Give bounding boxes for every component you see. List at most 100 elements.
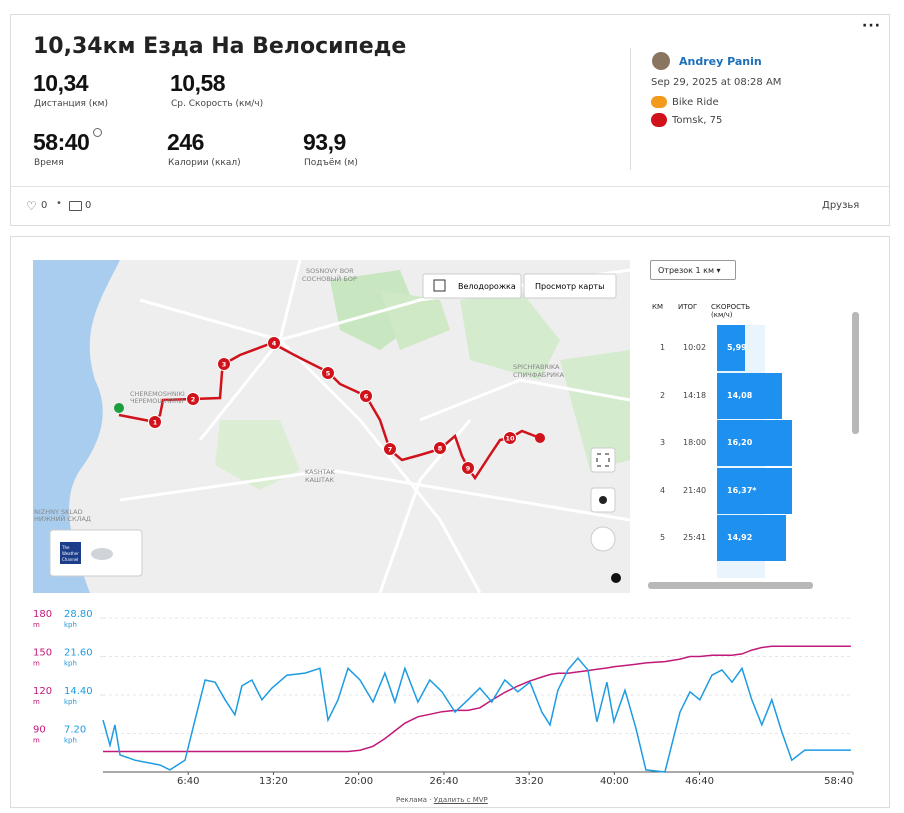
route-marker xyxy=(217,357,231,371)
weather-text: The xyxy=(61,545,70,550)
split-total: 25:41 xyxy=(683,533,707,542)
x-tick-label: 46:40 xyxy=(685,776,714,787)
column-header: СКОРОСТЬ (км/ч) xyxy=(711,303,751,319)
route-marker xyxy=(503,431,517,445)
start-marker xyxy=(114,403,124,413)
route-marker-label: 7 xyxy=(388,446,393,454)
date: Sep 29, 2025 at 08:28 AM xyxy=(651,77,782,88)
y2-unit-label: kph xyxy=(64,621,77,629)
route-marker-label: 8 xyxy=(438,445,443,453)
activity-title: 10,34км Езда На Велосипеде xyxy=(33,34,407,59)
split-total: 14:18 xyxy=(683,390,707,400)
weather-text: Weather xyxy=(62,551,79,556)
park xyxy=(460,290,560,380)
ad-notice: Реклама · Удалить с MVP xyxy=(396,796,488,804)
avatar[interactable] xyxy=(652,52,670,70)
route-marker xyxy=(321,366,335,380)
map-view-label: Просмотр карты xyxy=(535,282,604,291)
route-marker xyxy=(383,442,397,456)
route-marker-label: 2 xyxy=(191,396,196,404)
y2-tick-label: 7.20 xyxy=(64,725,86,736)
y2-unit-label: kph xyxy=(64,737,77,745)
user-name[interactable]: Andrey Panin xyxy=(679,55,762,68)
stat-label: Калории (ккал) xyxy=(168,158,241,168)
route-marker xyxy=(186,392,200,406)
stat-value: 58:40 xyxy=(33,129,90,155)
split-total: 21:40 xyxy=(683,485,707,495)
y-tick-label: 150 xyxy=(33,648,52,659)
split-selector[interactable]: Отрезок 1 км ▾ xyxy=(650,260,736,280)
route xyxy=(118,341,541,481)
comment-button[interactable] xyxy=(69,201,82,211)
comment-count: 0 xyxy=(85,200,92,211)
data-line xyxy=(102,656,851,773)
more-menu[interactable]: ··· xyxy=(862,18,881,34)
x-tick-label: 26:40 xyxy=(429,776,458,787)
x-tick-label: 40:00 xyxy=(600,776,629,787)
like-button[interactable]: ♡ xyxy=(26,199,37,213)
split-total: 10:02 xyxy=(683,343,707,352)
fullscreen-button[interactable] xyxy=(590,447,616,473)
x-tick-label: 20:00 xyxy=(344,776,373,787)
y-tick-label: 180 xyxy=(33,609,52,620)
route-marker xyxy=(433,441,447,455)
bike-lane-toggle[interactable] xyxy=(422,273,522,299)
map-place-label: CHEREMOSHNIKI xyxy=(130,390,185,398)
route-marker-label: 9 xyxy=(466,465,471,473)
ad-label: Реклама · xyxy=(396,796,432,804)
divider xyxy=(630,48,631,170)
stat-label: Дистанция (км) xyxy=(34,99,108,109)
y-unit-label: m xyxy=(33,698,40,706)
split-km: 1 xyxy=(660,343,666,352)
map-place-label: NIZHNY SKLAD xyxy=(34,508,83,516)
speed-label: 16,20 xyxy=(727,438,753,447)
y2-tick-label: 14.40 xyxy=(64,686,93,697)
y2-unit-label: kph xyxy=(64,698,77,706)
y2-unit-label: kph xyxy=(64,660,77,668)
map-place-label: НИЖНИЙ СКЛАД xyxy=(34,514,91,523)
map-place-label: СОСНОВЫЙ БОР xyxy=(302,274,357,283)
visibility[interactable]: Друзья xyxy=(822,200,860,211)
end-marker xyxy=(535,433,545,443)
bike-lane-label: Велодорожка xyxy=(458,282,516,291)
checkbox[interactable] xyxy=(433,279,446,292)
split-total: 18:00 xyxy=(683,438,707,447)
scrollbar[interactable] xyxy=(648,582,813,589)
stat-label: Время xyxy=(34,158,64,168)
split-km: 2 xyxy=(660,390,666,400)
separator: • xyxy=(56,198,62,209)
like-count: 0 xyxy=(41,200,48,211)
x-tick-label: 58:40 xyxy=(824,776,853,787)
ad-link[interactable]: Удалить с MVP xyxy=(433,796,488,804)
y2-tick-label: 21.60 xyxy=(64,648,93,659)
weather-text: Channel xyxy=(62,557,78,562)
y-tick-label: 120 xyxy=(33,686,52,697)
park xyxy=(215,420,300,490)
map-place-label: SOSNOVY BOR xyxy=(306,267,354,275)
map-view-button[interactable] xyxy=(523,273,617,299)
split-selector-label: Отрезок 1 км xyxy=(658,266,714,275)
column-header: ИТОГ xyxy=(678,303,698,311)
weather-cloud xyxy=(91,548,113,560)
route-marker xyxy=(148,415,162,429)
y-tick-label: 90 xyxy=(33,725,46,736)
elevation-speed-chart: 90m120m150m180m7.20kph14.40kph21.60kph28… xyxy=(33,609,854,787)
split-km: 4 xyxy=(660,485,666,495)
route-marker-label: 5 xyxy=(326,370,331,378)
speed-bar xyxy=(717,515,786,561)
pan-button[interactable] xyxy=(590,526,616,552)
route-marker-label: 10 xyxy=(505,435,515,443)
info-button[interactable] xyxy=(611,573,621,583)
split-km: 5 xyxy=(660,533,666,542)
info-icon[interactable] xyxy=(93,128,102,137)
weather-logo xyxy=(60,542,81,564)
route-marker xyxy=(461,461,475,475)
map-place-label: KASHTAK xyxy=(305,468,336,476)
speed-label: 5,99 xyxy=(727,343,747,352)
activity-type: Bike Ride xyxy=(672,97,719,108)
stat-value: 10,34 xyxy=(33,70,89,96)
y2-tick-label: 28.80 xyxy=(64,609,93,620)
scrollbar[interactable] xyxy=(852,312,859,434)
